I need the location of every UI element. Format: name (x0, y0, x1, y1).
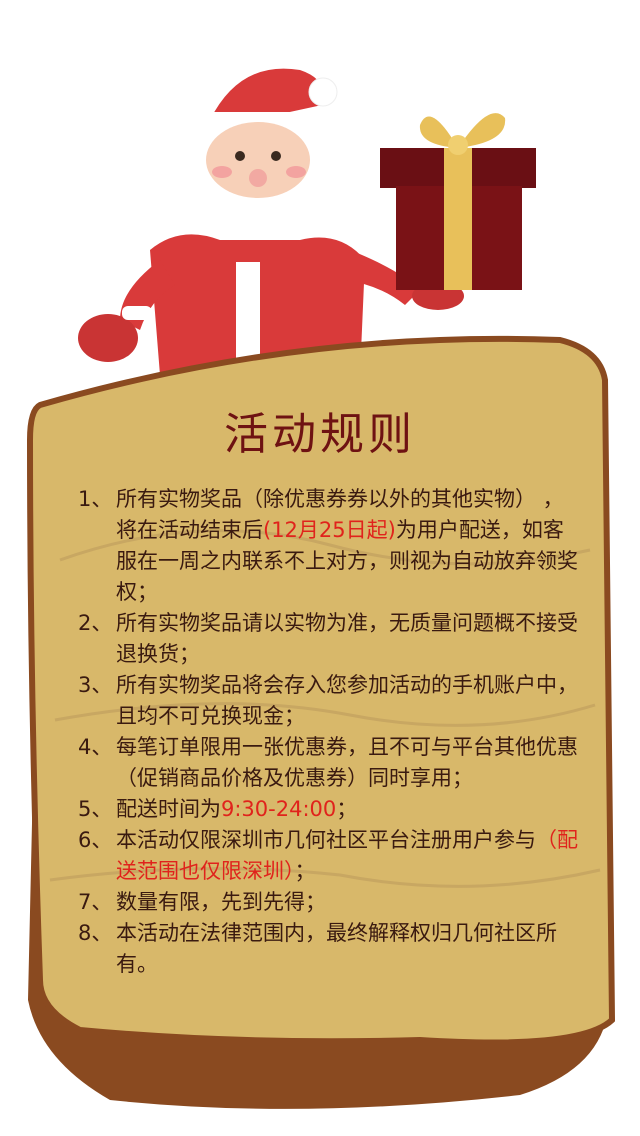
rule-text: 配送时间为9:30-24:00； (116, 794, 578, 825)
rule-text-main: 配送时间为 (116, 797, 221, 821)
rule-text: 所有实物奖品（除优惠券券以外的其他实物） ，将在活动结束后(12月25日起)为用… (116, 484, 578, 608)
rule-number: 6、 (78, 828, 113, 852)
rule-number: 8、 (78, 921, 113, 945)
rule-text-highlight: 9:30-24:00 (221, 797, 337, 821)
rule-text-tail: ； (294, 859, 316, 883)
rule-text: 本活动仅限深圳市几何社区平台注册用户参与（配送范围也仅限深圳）； (116, 825, 578, 887)
rule-number: 1、 (78, 487, 113, 511)
rule-item: 5、 配送时间为9:30-24:00； (78, 794, 578, 825)
rule-text: 数量有限，先到先得； (116, 887, 578, 918)
rule-text: 本活动在法律范围内，最终解释权归几何社区所有。 (116, 918, 578, 980)
rule-text-main: 所有实物奖品将会存入您参加活动的手机账户中，且均不可兑换现金； (116, 673, 578, 728)
rule-number: 5、 (78, 797, 113, 821)
page-title: 活动规则 (224, 409, 416, 460)
rule-text-main: 本活动仅限深圳市几何社区平台注册用户参与 (116, 828, 536, 852)
rule-item: 1、 所有实物奖品（除优惠券券以外的其他实物） ，将在活动结束后(12月25日起… (78, 484, 578, 608)
rule-text: 所有实物奖品将会存入您参加活动的手机账户中，且均不可兑换现金； (116, 670, 578, 732)
rule-text-tail: 为用户配送，如客服在一周之内联系不上对方，则视为自动放弃领奖权； (116, 518, 578, 604)
rule-item: 6、 本活动仅限深圳市几何社区平台注册用户参与（配送范围也仅限深圳）； (78, 825, 578, 887)
rule-text-highlight: (12月25日起) (263, 518, 396, 542)
rule-text-main: 所有实物奖品（除优惠券券以外的其他实物） ，将在活动结束后 (116, 487, 564, 542)
rule-item: 2、 所有实物奖品请以实物为准，无质量问题概不接受退换货； (78, 608, 578, 670)
rule-text-highlight: （配送范围也仅限深圳） (116, 828, 578, 883)
rule-item: 7、 数量有限，先到先得； (78, 887, 578, 918)
rule-text: 所有实物奖品请以实物为准，无质量问题概不接受退换货； (116, 608, 578, 670)
rule-text-main: 每笔订单限用一张优惠券，且不可与平台其他优惠（促销商品价格及优惠券）同时享用； (116, 735, 578, 790)
rule-text-tail: ； (336, 797, 358, 821)
rule-number: 2、 (78, 611, 113, 635)
rule-item: 3、 所有实物奖品将会存入您参加活动的手机账户中，且均不可兑换现金； (78, 670, 578, 732)
rule-number: 3、 (78, 673, 113, 697)
rule-number: 7、 (78, 890, 113, 914)
rule-text-main: 本活动在法律范围内，最终解释权归几何社区所有。 (116, 921, 557, 976)
santa-illustration (78, 68, 464, 375)
rule-text: 每笔订单限用一张优惠券，且不可与平台其他优惠（促销商品价格及优惠券）同时享用； (116, 732, 578, 794)
parchment-scroll (26, 335, 616, 1109)
rule-text-main: 所有实物奖品请以实物为准，无质量问题概不接受退换货； (116, 611, 578, 666)
rule-item: 4、 每笔订单限用一张优惠券，且不可与平台其他优惠（促销商品价格及优惠券）同时享… (78, 732, 578, 794)
rule-number: 4、 (78, 735, 113, 759)
rules-list: 1、 所有实物奖品（除优惠券券以外的其他实物） ，将在活动结束后(12月25日起… (78, 484, 578, 980)
rule-text-main: 数量有限，先到先得； (116, 890, 326, 914)
gift-box-icon (380, 113, 536, 290)
rule-item: 8、 本活动在法律范围内，最终解释权归几何社区所有。 (78, 918, 578, 980)
